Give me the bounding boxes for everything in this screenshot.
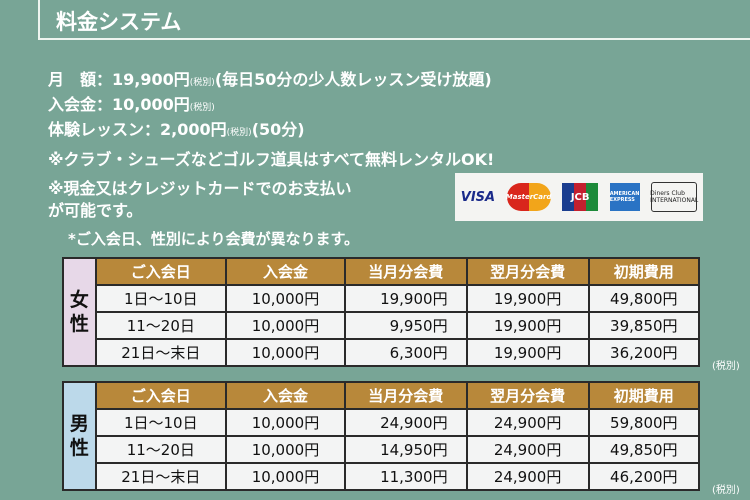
table-row: 11〜20日 10,000円 9,950円 19,900円 39,850円 xyxy=(63,311,701,340)
table-cell: 59,800円 xyxy=(587,408,701,437)
table-cell: 1日〜10日 xyxy=(94,284,227,313)
entry-price: 10,000円 xyxy=(112,95,190,114)
title-frame xyxy=(38,0,750,40)
trial-price: 2,000円 xyxy=(160,120,227,139)
trial-note: (50分) xyxy=(251,120,305,139)
table-cell: 10,000円 xyxy=(224,462,347,491)
table-cell: 10,000円 xyxy=(224,284,347,313)
table-cell: 24,900円 xyxy=(465,462,590,491)
table-cell: 19,900円 xyxy=(465,311,590,340)
table-cell: 10,000円 xyxy=(224,311,347,340)
table-row: 11〜20日 10,000円 14,950円 24,900円 49,850円 xyxy=(63,435,701,464)
column-header: 初期費用 xyxy=(587,381,701,410)
table-cell: 39,850円 xyxy=(587,311,701,340)
column-header: 翌月分会費 xyxy=(465,381,590,410)
table-row: 21日〜末日 10,000円 6,300円 19,900円 36,200円 xyxy=(63,338,701,367)
table-cell: 19,900円 xyxy=(465,284,590,313)
variance-note: *ご入会日、性別により会費が異なります。 xyxy=(68,230,360,248)
table-cell: 9,950円 xyxy=(344,311,468,340)
header-row: 女性 ご入会日 入会金 当月分会費 翌月分会費 初期費用 xyxy=(62,257,701,367)
table-cell: 10,000円 xyxy=(224,408,347,437)
table-cell: 14,950円 xyxy=(344,435,468,464)
table-cell: 19,900円 xyxy=(465,338,590,367)
mastercard-logo: MasterCard xyxy=(506,183,552,211)
header-row: 男性 ご入会日 入会金 当月分会費 翌月分会費 初期費用 xyxy=(62,381,701,491)
female-price-table: 女性 ご入会日 入会金 当月分会費 翌月分会費 初期費用 1日〜10日 10,000円 19,9… xyxy=(62,257,701,367)
amex-logo: AMERICAN EXPRESS xyxy=(609,183,640,211)
monthly-tax: (税別) xyxy=(189,78,215,88)
male-price-table: 男性 ご入会日 入会金 当月分会費 翌月分会費 初期費用 1日〜10日 10,000円 24,9… xyxy=(62,381,701,491)
table-row: 21日〜末日 10,000円 11,300円 24,900円 46,200円 xyxy=(63,462,701,491)
monthly-label: 月 額 xyxy=(48,70,97,89)
table-cell: 24,900円 xyxy=(465,435,590,464)
gender-cell: 男性 xyxy=(62,381,97,491)
visa-logo: VISA xyxy=(460,189,496,205)
trial-fee: 体験レッスン：2,000円(税別)(50分) xyxy=(48,120,305,139)
table-cell: 19,900円 xyxy=(344,284,468,313)
table-cell: 24,900円 xyxy=(344,408,468,437)
payment-note-1: ※現金又はクレジットカードでのお支払い xyxy=(48,179,352,198)
table-cell: 49,850円 xyxy=(587,435,701,464)
table-cell: 21日〜末日 xyxy=(94,338,227,367)
tax-note-male: (税別) xyxy=(712,485,740,496)
column-header: 翌月分会費 xyxy=(465,257,590,286)
monthly-fee: 月 額：19,900円(税別)(毎日50分の少人数レッスン受け放題) xyxy=(48,70,492,89)
tax-note-female: (税別) xyxy=(712,361,740,372)
page-title: 料金システム xyxy=(56,10,182,34)
column-header: 当月分会費 xyxy=(344,381,468,410)
table-row: 1日〜10日 10,000円 19,900円 19,900円 49,800円 xyxy=(63,284,701,313)
rental-note: ※クラブ・シューズなどゴルフ道具はすべて無料レンタルOK! xyxy=(48,150,495,169)
entry-tax: (税別) xyxy=(189,103,215,113)
table-cell: 36,200円 xyxy=(587,338,701,367)
column-header: 入会金 xyxy=(224,257,347,286)
table-cell: 10,000円 xyxy=(224,435,347,464)
table-cell: 11〜20日 xyxy=(94,311,227,340)
payment-cards: VISA MasterCard JCB AMERICAN EXPRESS Din… xyxy=(455,173,703,221)
trial-tax: (税別) xyxy=(226,128,252,138)
table-cell: 11〜20日 xyxy=(94,435,227,464)
table-cell: 24,900円 xyxy=(465,408,590,437)
table-row: 1日〜10日 10,000円 24,900円 24,900円 59,800円 xyxy=(63,408,701,437)
gender-label: 男性 xyxy=(69,413,89,459)
trial-label: 体験レッスン xyxy=(48,120,145,139)
column-header: 当月分会費 xyxy=(344,257,468,286)
payment-note-2: が可能です。 xyxy=(48,201,143,220)
column-header: 入会金 xyxy=(224,381,347,410)
table-cell: 10,000円 xyxy=(224,338,347,367)
column-header: ご入会日 xyxy=(94,381,227,410)
table-cell: 21日〜末日 xyxy=(94,462,227,491)
table-cell: 49,800円 xyxy=(587,284,701,313)
jcb-logo: JCB xyxy=(562,183,599,211)
table-cell: 11,300円 xyxy=(344,462,468,491)
monthly-note: (毎日50分の少人数レッスン受け放題) xyxy=(214,70,492,89)
table-cell: 46,200円 xyxy=(587,462,701,491)
table-cell: 1日〜10日 xyxy=(94,408,227,437)
entry-label: 入会金 xyxy=(48,95,97,114)
column-header: 初期費用 xyxy=(587,257,701,286)
entry-fee: 入会金：10,000円(税別) xyxy=(48,95,215,114)
monthly-price: 19,900円 xyxy=(112,70,190,89)
gender-label: 女性 xyxy=(69,289,89,335)
gender-cell: 女性 xyxy=(62,257,97,367)
table-cell: 6,300円 xyxy=(344,338,468,367)
column-header: ご入会日 xyxy=(94,257,227,286)
diners-logo: Diners Club INTERNATIONAL xyxy=(650,182,698,212)
